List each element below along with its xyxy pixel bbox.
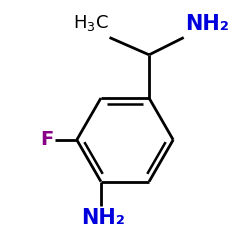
Text: F: F <box>40 130 53 149</box>
Text: H$_3$C: H$_3$C <box>72 13 108 33</box>
Text: NH₂: NH₂ <box>185 14 229 34</box>
Text: NH₂: NH₂ <box>82 208 125 228</box>
